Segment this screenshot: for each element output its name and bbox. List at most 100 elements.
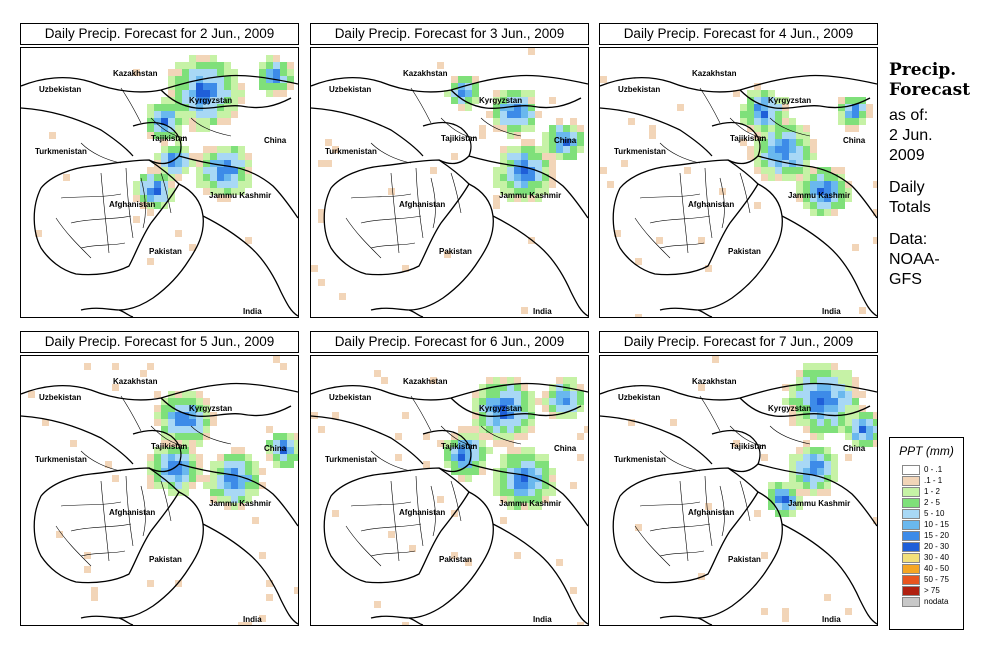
precip-cell <box>761 111 768 118</box>
precip-cell <box>859 104 866 111</box>
precip-cell <box>754 510 761 517</box>
map-label-kyrgyzstan: Kyrgyzstan <box>189 404 232 413</box>
precip-cell <box>273 55 280 62</box>
precip-cell <box>217 83 224 90</box>
province-boundary <box>659 550 705 557</box>
precip-cell <box>563 405 570 412</box>
country-border <box>311 415 424 465</box>
precip-cell <box>528 468 535 475</box>
precip-cell <box>824 426 831 433</box>
precip-cell <box>140 181 147 188</box>
precip-cell <box>465 76 472 83</box>
precip-cell <box>203 405 210 412</box>
precip-cell <box>196 69 203 76</box>
precip-cell <box>514 181 521 188</box>
precip-cell <box>563 398 570 405</box>
precip-cell <box>528 111 535 118</box>
precip-cell <box>838 118 845 125</box>
precip-cell <box>803 419 810 426</box>
precip-cell <box>168 76 175 83</box>
precip-cell <box>782 503 789 510</box>
precip-cell <box>325 139 332 146</box>
province-boundary <box>430 485 436 537</box>
precip-cell <box>147 461 154 468</box>
precip-cell <box>521 412 528 419</box>
province-boundary <box>480 117 522 137</box>
panel-title: Daily Precip. Forecast for 7 Jun., 2009 <box>599 331 878 353</box>
precip-cell <box>196 62 203 69</box>
precip-cell <box>273 90 280 97</box>
precip-cell <box>712 356 719 363</box>
precip-cell <box>245 482 252 489</box>
precip-cell <box>500 118 507 125</box>
precip-cell <box>465 97 472 104</box>
precip-cell <box>252 468 259 475</box>
country-border <box>612 159 759 276</box>
precip-cell <box>280 440 287 447</box>
side-data-line2: NOAA- <box>889 251 940 268</box>
precip-cell <box>845 391 852 398</box>
precip-cell <box>472 454 479 461</box>
precip-cell <box>817 461 824 468</box>
map-label-uzbekistan: Uzbekistan <box>39 393 81 402</box>
precip-cell <box>238 174 245 181</box>
precip-cell <box>147 188 154 195</box>
precip-cell <box>747 118 754 125</box>
precip-cell <box>549 181 556 188</box>
precip-cell <box>259 468 266 475</box>
precip-cell <box>528 391 535 398</box>
map-label-uzbekistan: Uzbekistan <box>618 393 660 402</box>
precip-cell <box>493 90 500 97</box>
precip-cell <box>838 405 845 412</box>
precip-cell <box>381 377 388 384</box>
precip-cell <box>287 440 294 447</box>
country-border <box>600 107 713 157</box>
precip-cell <box>210 69 217 76</box>
precip-cell <box>479 132 486 139</box>
precip-cell <box>224 503 231 510</box>
precip-cell <box>458 104 465 111</box>
country-border <box>160 397 292 418</box>
precip-cell <box>238 181 245 188</box>
precip-cell <box>570 132 577 139</box>
precip-cell <box>154 104 161 111</box>
precip-cell <box>838 370 845 377</box>
precip-cell <box>507 391 514 398</box>
precip-cell <box>273 461 280 468</box>
precip-cell <box>542 454 549 461</box>
precip-cell <box>507 405 514 412</box>
province-boundary <box>360 523 422 532</box>
legend-swatch <box>902 564 920 574</box>
precip-cell <box>189 461 196 468</box>
map-label-india: India <box>822 615 841 624</box>
province-boundary <box>150 425 187 447</box>
precip-cell <box>493 111 500 118</box>
precip-cell <box>789 132 796 139</box>
precip-cell <box>507 146 514 153</box>
precip-cell <box>521 461 528 468</box>
precip-cell <box>782 489 789 496</box>
precip-cell <box>217 111 224 118</box>
precip-cell <box>577 146 584 153</box>
precip-cell <box>535 174 542 181</box>
precip-cell <box>189 398 196 405</box>
legend-label: 40 - 50 <box>924 564 949 573</box>
precip-cell <box>775 111 782 118</box>
province-boundary <box>125 167 134 239</box>
precip-cell <box>782 167 789 174</box>
panel-title: Daily Precip. Forecast for 4 Jun., 2009 <box>599 23 878 45</box>
map-label-afghanistan: Afghanistan <box>688 508 734 517</box>
map-label-uzbekistan: Uzbekistan <box>618 85 660 94</box>
precip-cell <box>175 230 182 237</box>
country-border <box>21 107 134 157</box>
precip-cell <box>430 167 437 174</box>
precip-cell <box>635 524 642 531</box>
precip-cell <box>472 419 479 426</box>
precip-cell <box>803 426 810 433</box>
province-boundary <box>190 117 232 137</box>
precip-cell <box>775 174 782 181</box>
precip-cell <box>224 454 231 461</box>
precip-cell <box>238 153 245 160</box>
precip-cell <box>542 167 549 174</box>
map-label-pakistan: Pakistan <box>728 247 761 256</box>
